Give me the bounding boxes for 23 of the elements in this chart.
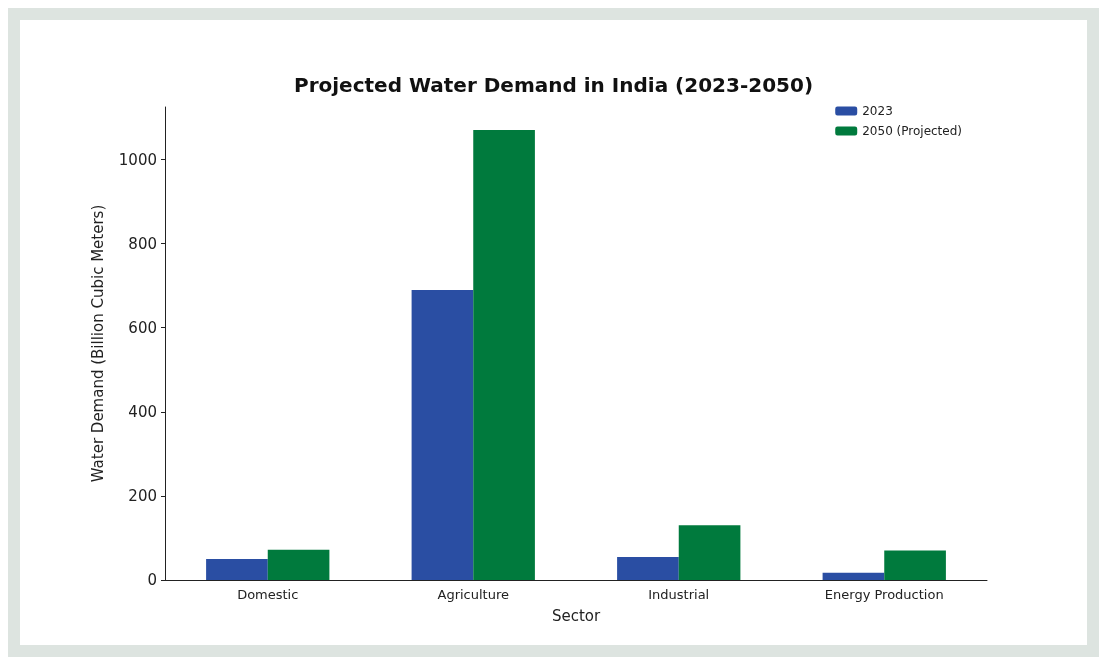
bar xyxy=(473,130,535,580)
bar xyxy=(617,556,679,580)
y-tick-label: 1000 xyxy=(118,150,157,169)
bar xyxy=(678,525,741,580)
y-tick-label: 0 xyxy=(147,571,157,589)
x-axis-title: Sector xyxy=(551,606,601,625)
legend-label: 2050 (Projected) xyxy=(862,124,963,138)
legend-label: 2023 xyxy=(862,104,893,118)
y-tick-label: 800 xyxy=(128,234,157,253)
y-tick-label: 400 xyxy=(128,402,157,421)
y-axis-title: Water Demand (Billion Cubic Meters) xyxy=(88,204,107,483)
bar xyxy=(822,572,885,580)
chart-title: Projected Water Demand in India (2023-2050) xyxy=(293,73,814,97)
x-tick-label: Domestic xyxy=(237,587,299,602)
x-tick-label: Agriculture xyxy=(437,587,509,602)
bar xyxy=(411,289,474,580)
y-tick-label: 200 xyxy=(128,486,157,505)
x-tick-label: Industrial xyxy=(648,587,710,602)
x-tick-label: Energy Production xyxy=(824,587,944,602)
bar xyxy=(884,550,946,580)
bar xyxy=(267,549,330,580)
bar xyxy=(206,558,268,580)
y-tick-label: 600 xyxy=(128,318,157,337)
